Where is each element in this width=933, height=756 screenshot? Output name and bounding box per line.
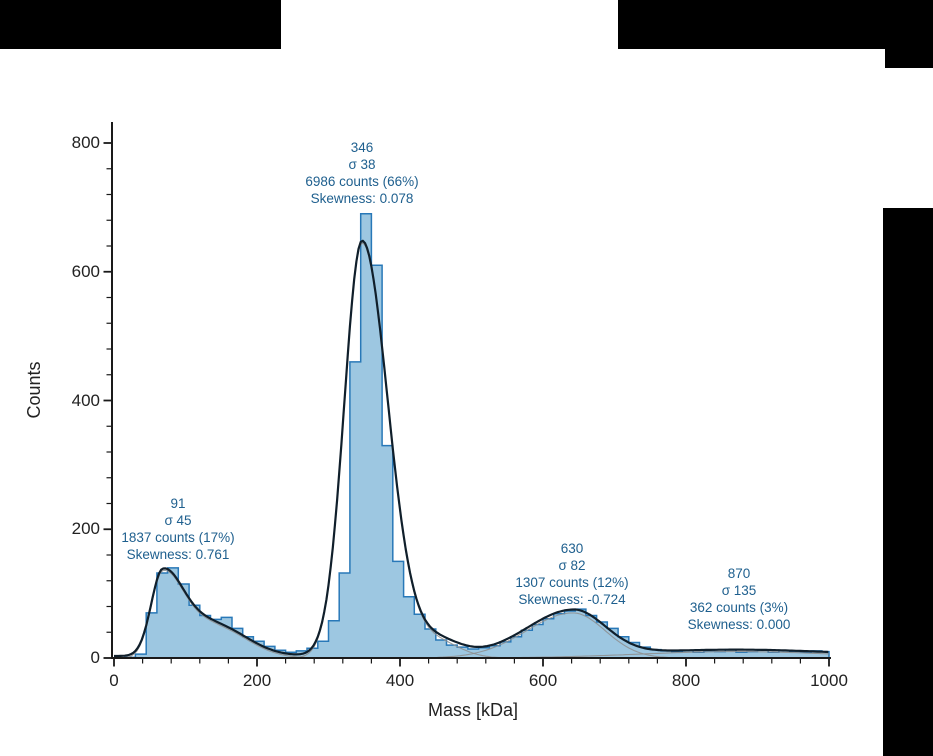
histogram-fill <box>114 213 829 659</box>
fit-total-curve <box>114 239 829 658</box>
y-tick-label-200: 200 <box>71 519 100 538</box>
y-tick-label-400: 400 <box>71 391 100 410</box>
peak-annotation-870kda: 870 σ 135 362 counts (3%) Skewness: 0.00… <box>688 565 791 633</box>
peak-annotation-346kda: 346 σ 38 6986 counts (66%) Skewness: 0.0… <box>305 139 418 207</box>
peak-counts-label: 362 counts (3%) <box>689 600 789 615</box>
peak-sigma-label: σ 38 <box>348 157 376 172</box>
x-axis-title: Mass [kDa] <box>427 700 519 720</box>
peak-annotation-630kda: 630 σ 82 1307 counts (12%) Skewness: -0.… <box>515 540 628 608</box>
peak-sigma-label: σ 135 <box>721 583 757 598</box>
peak-counts-label: 1837 counts (17%) <box>121 530 235 545</box>
x-tick-label-400: 400 <box>385 671 415 690</box>
redaction-bar-top-left <box>0 0 281 49</box>
x-tick-label-1000: 1000 <box>810 671 848 690</box>
peak-sigma-label: σ 45 <box>164 513 192 528</box>
y-axis-title: Counts <box>24 361 44 419</box>
peak-sigma-label: σ 82 <box>558 558 586 573</box>
peak-mass-label: 346 <box>350 140 374 155</box>
peak-mass-label: 91 <box>170 496 186 511</box>
redaction-bar-top-right <box>618 0 933 49</box>
peak-annotation-91kda: 91 σ 45 1837 counts (17%) Skewness: 0.76… <box>121 495 234 563</box>
y-tick-label-600: 600 <box>71 262 100 281</box>
peak-counts-label: 6986 counts (66%) <box>305 174 419 189</box>
peak-mass-label: 630 <box>560 541 584 556</box>
peak-skewness-label: Skewness: -0.724 <box>518 592 626 607</box>
peak-mass-label: 870 <box>727 566 751 581</box>
redaction-block-top-right-extension <box>885 49 933 68</box>
x-tick-label-800: 800 <box>671 671 701 690</box>
redaction-bar-right-edge <box>883 208 933 756</box>
y-tick-label-800: 800 <box>71 133 100 152</box>
peak-skewness-label: Skewness: 0.000 <box>687 617 791 632</box>
peak-counts-label: 1307 counts (12%) <box>515 575 629 590</box>
peak-skewness-label: Skewness: 0.761 <box>126 547 230 562</box>
x-tick-label-0: 0 <box>109 671 119 690</box>
x-tick-label-600: 600 <box>528 671 558 690</box>
y-tick-label-0: 0 <box>90 648 100 667</box>
peak-skewness-label: Skewness: 0.078 <box>310 191 414 206</box>
x-tick-label-200: 200 <box>242 671 272 690</box>
